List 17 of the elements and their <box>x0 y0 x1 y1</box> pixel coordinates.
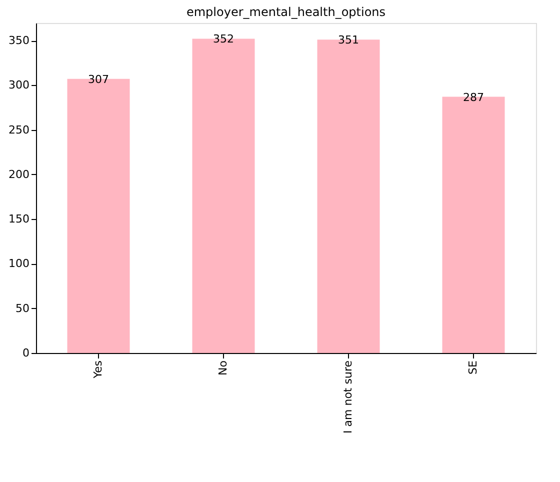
y-tick-label: 200 <box>8 168 30 181</box>
x-tick-label: I am not sure <box>342 360 354 434</box>
y-tick-label: 250 <box>8 123 30 136</box>
y-tick-label: 350 <box>8 34 30 47</box>
data-label: 307 <box>88 72 109 86</box>
y-tick-label: 150 <box>8 212 30 226</box>
data-label: 287 <box>463 90 484 104</box>
data-label: 351 <box>338 34 359 47</box>
y-tick-label: 100 <box>8 257 30 270</box>
x-tick-label: SE <box>466 360 480 374</box>
y-tick-label: 0 <box>22 346 30 360</box>
x-tick-label: Yes <box>92 360 104 380</box>
y-tick-label: 300 <box>8 78 30 92</box>
y-tick-label: 50 <box>16 302 30 315</box>
data-label: 352 <box>213 32 234 46</box>
chart-title: employer_mental_health_options <box>186 5 386 19</box>
x-tick-label: No <box>216 360 230 376</box>
